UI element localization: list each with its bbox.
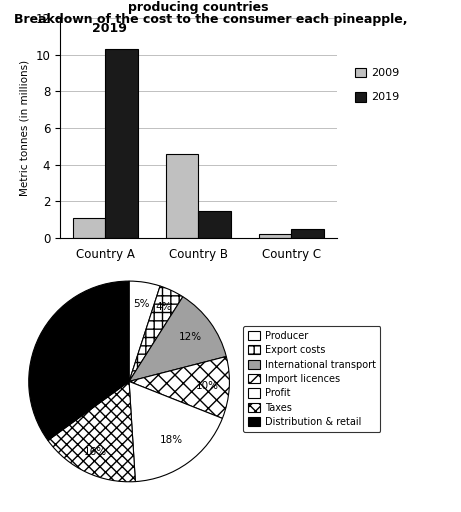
Title: World pineapple exports by the top three
producing countries: World pineapple exports by the top three… xyxy=(53,0,344,14)
Bar xyxy=(198,210,231,238)
Wedge shape xyxy=(129,297,226,381)
Wedge shape xyxy=(129,381,222,482)
Text: 16%: 16% xyxy=(84,447,107,457)
Wedge shape xyxy=(129,281,160,381)
Bar xyxy=(105,49,138,238)
Bar xyxy=(165,154,198,238)
Wedge shape xyxy=(129,286,183,381)
Y-axis label: Metric tonnes (in millions): Metric tonnes (in millions) xyxy=(20,60,30,196)
Wedge shape xyxy=(129,356,230,418)
Bar xyxy=(259,234,291,238)
Legend: Producer, Export costs, International transport, Import licences, Profit, Taxes,: Producer, Export costs, International tr… xyxy=(243,326,380,432)
Text: 2019: 2019 xyxy=(92,22,127,34)
Text: 5%: 5% xyxy=(133,299,149,309)
Legend: 2009, 2019: 2009, 2019 xyxy=(350,63,404,107)
Text: 18%: 18% xyxy=(160,435,183,445)
Wedge shape xyxy=(29,281,129,440)
Wedge shape xyxy=(48,381,136,482)
Bar xyxy=(72,218,105,238)
Bar xyxy=(291,229,324,238)
Text: 10%: 10% xyxy=(196,381,219,391)
Text: Breakdown of the cost to the consumer each pineapple,: Breakdown of the cost to the consumer ea… xyxy=(14,13,408,26)
Text: 12%: 12% xyxy=(178,332,201,342)
Text: 35%: 35% xyxy=(53,344,76,354)
Text: 4%: 4% xyxy=(156,302,172,312)
